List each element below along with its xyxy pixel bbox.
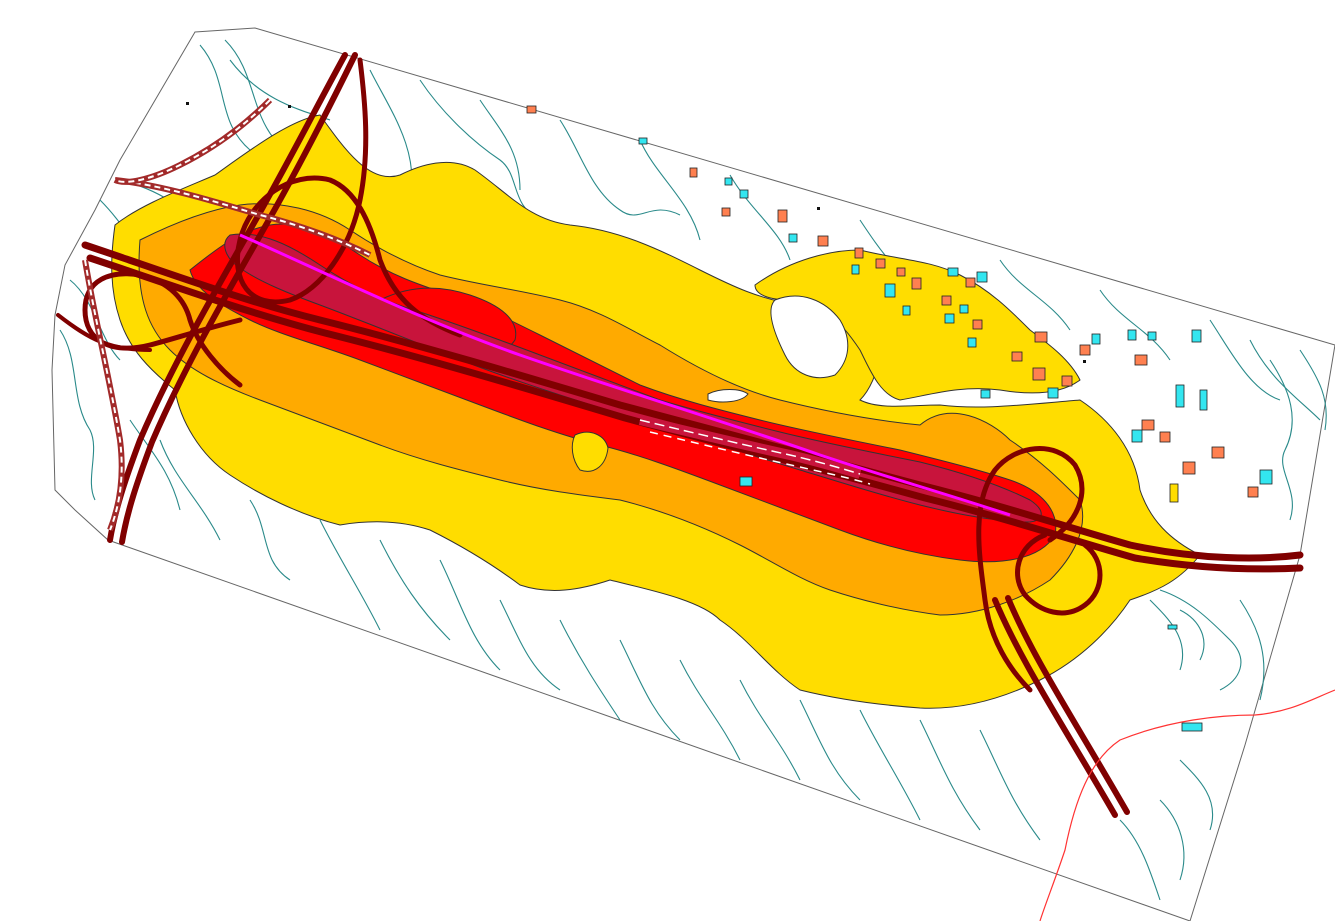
building (739, 476, 753, 487)
building (896, 267, 906, 277)
building (1011, 351, 1023, 362)
bare-area-cutout (571, 431, 609, 472)
building (947, 267, 959, 277)
ramp-east-loop (976, 446, 1085, 693)
old-road-patterned (82, 97, 871, 532)
building (976, 271, 988, 283)
building (1191, 329, 1202, 343)
building (1181, 722, 1203, 732)
building (689, 167, 698, 178)
building (1091, 333, 1101, 345)
cross-road-east-a (992, 597, 1118, 818)
building (1147, 331, 1157, 341)
building (721, 207, 731, 217)
main-carriageway-north (81, 241, 1304, 562)
building (1169, 483, 1179, 503)
building (1159, 431, 1171, 443)
building (1211, 446, 1225, 459)
building (1182, 461, 1196, 475)
building (1034, 331, 1048, 343)
building (1047, 387, 1059, 399)
building (1131, 429, 1143, 443)
small-markers (186, 102, 1086, 363)
building (817, 235, 829, 247)
building (1134, 354, 1148, 366)
external-boundary-line (1039, 689, 1335, 921)
building (724, 177, 733, 186)
highway-center-line (239, 233, 1011, 517)
building (967, 337, 977, 348)
building (638, 137, 648, 145)
building (739, 189, 749, 199)
building (941, 295, 952, 306)
building (1199, 389, 1208, 411)
building (972, 319, 983, 330)
cross-road-west-a (107, 52, 348, 543)
building (1175, 384, 1185, 408)
ramp-west-loop-north (234, 57, 463, 338)
building (526, 105, 537, 114)
building (788, 233, 798, 243)
building (902, 305, 911, 316)
building (854, 247, 864, 259)
building (959, 304, 969, 314)
building (1259, 469, 1273, 485)
building (980, 389, 991, 399)
building (1032, 367, 1046, 381)
cross-road-west-b (119, 52, 358, 545)
building (1141, 419, 1155, 431)
buildings (526, 105, 1273, 732)
building (1127, 329, 1137, 341)
bare-area-north (770, 295, 849, 379)
ramp-east-loop-2 (1015, 532, 1103, 616)
building (1079, 344, 1091, 356)
building (851, 264, 860, 275)
building (965, 277, 976, 288)
ramp-west-loop-south (82, 271, 243, 388)
building (1247, 486, 1259, 498)
cross-road-east-b (1005, 595, 1130, 815)
building (777, 209, 788, 223)
building (911, 277, 922, 290)
bare-area-island (707, 389, 749, 403)
building (944, 313, 955, 324)
building (884, 283, 896, 298)
building (875, 258, 886, 269)
building (1167, 624, 1178, 630)
building (1061, 375, 1073, 387)
